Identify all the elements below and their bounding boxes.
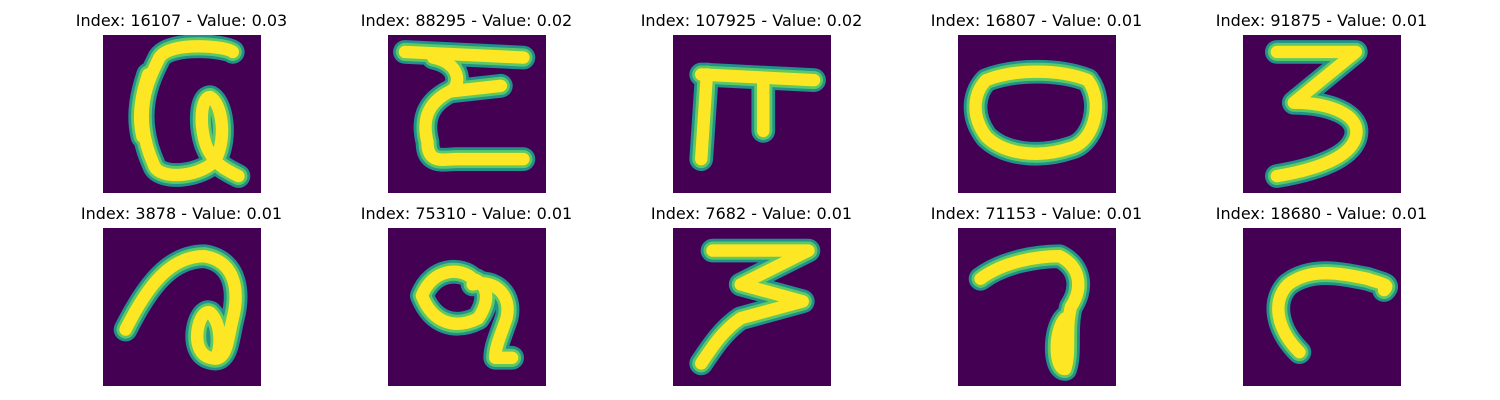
panel-title: Index: 107925 - Value: 0.02: [640, 11, 863, 30]
image-panel: Index: 91875 - Value: 0.01: [1179, 10, 1464, 200]
glyph-image-seven-loop: [957, 228, 1116, 386]
image-panel: Index: 18680 - Value: 0.01: [1179, 203, 1464, 393]
image-panel: Index: 71153 - Value: 0.01: [894, 203, 1179, 393]
image-panel: Index: 88295 - Value: 0.02: [324, 10, 609, 200]
panel-title: Index: 91875 - Value: 0.01: [1215, 11, 1428, 30]
panel-title: Index: 88295 - Value: 0.02: [360, 11, 573, 30]
glyph-image-loop-a: [102, 228, 261, 386]
glyph-image-pi-f: [672, 35, 831, 193]
panel-title: Index: 71153 - Value: 0.01: [930, 204, 1143, 223]
panel-title: Index: 18680 - Value: 0.01: [1215, 204, 1428, 223]
image-panel: Index: 3878 - Value: 0.01: [39, 203, 324, 393]
glyph-image-three: [672, 228, 831, 386]
panel-title: Index: 75310 - Value: 0.01: [360, 204, 573, 223]
glyph-image-alpha-q: [102, 35, 261, 193]
panel-title: Index: 7682 - Value: 0.01: [650, 204, 853, 223]
panel-title: Index: 16107 - Value: 0.03: [75, 11, 288, 30]
image-panel: Index: 75310 - Value: 0.01: [324, 203, 609, 393]
glyph-image-three: [1242, 35, 1401, 193]
glyph-image-epsilon: [387, 35, 546, 193]
glyph-image-hook-r: [1242, 228, 1401, 386]
glyph-image-zero: [957, 35, 1116, 193]
glyph-image-blob-nine: [387, 228, 546, 386]
image-panel: Index: 7682 - Value: 0.01: [609, 203, 894, 393]
image-panel: Index: 107925 - Value: 0.02: [609, 10, 894, 200]
image-panel: Index: 16807 - Value: 0.01: [894, 10, 1179, 200]
panel-title: Index: 3878 - Value: 0.01: [80, 204, 283, 223]
image-panel: Index: 16107 - Value: 0.03: [39, 10, 324, 200]
panel-title: Index: 16807 - Value: 0.01: [930, 11, 1143, 30]
